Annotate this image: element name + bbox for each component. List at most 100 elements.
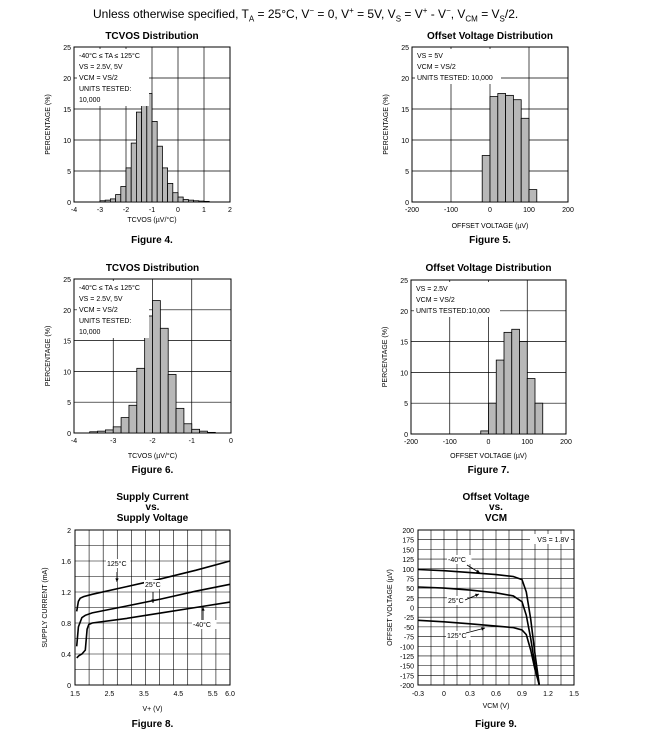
fig6-ytick: 20 (63, 308, 71, 315)
fig8-annotation-bg (144, 580, 165, 589)
fig4-bar-12 (161, 167, 168, 203)
fig4-bar-6 (130, 142, 137, 203)
fig4-bar-2 (110, 198, 117, 203)
fig5-ytick: 20 (401, 76, 409, 83)
fig6-bar-5 (128, 404, 138, 434)
fig6-bar-11 (175, 407, 185, 434)
fig5-ylabel: PERCENTAGE (%) (383, 94, 390, 155)
fig6-bar-13 (191, 428, 200, 434)
fig5-xtick: 200 (562, 207, 574, 214)
fig9-arrowhead (476, 569, 480, 573)
fig5-ytick: 0 (405, 200, 409, 207)
fig9-ytick: -175 (400, 673, 414, 680)
fig4-bar-13 (167, 182, 174, 203)
fig4-legend-line-1: VS = 2.5V, 5V (79, 64, 123, 71)
fig7-legend-box (414, 282, 500, 317)
fig5-legend-line-0: VS = 5V (417, 53, 443, 60)
fig9-arrowhead (475, 593, 479, 597)
fig4-xtick: 0 (176, 207, 180, 214)
fig6-xtick: -2 (149, 438, 155, 445)
fig5-bar-1 (489, 96, 499, 203)
fig5-bar-2 (497, 93, 506, 203)
fig8-caption: Figure 8. (132, 719, 174, 730)
fig9-ytick: 0 (410, 606, 414, 613)
fig4-bar-17 (187, 199, 194, 203)
fig6-bar-15 (207, 431, 216, 434)
fig8-arrowhead (201, 607, 205, 611)
fig9-annotation-2: 125°C (447, 632, 467, 640)
fig7-ytick: 5 (404, 401, 408, 408)
fig6-bar-10 (167, 374, 177, 434)
fig9-title-line-1: vs. (489, 502, 503, 513)
fig5-xtick: 100 (523, 207, 535, 214)
fig5-xtick: -100 (444, 207, 458, 214)
fig6-bar-3 (112, 426, 122, 434)
fig9-ytick: 100 (402, 567, 414, 574)
fig9-annotation-1: 25°C (448, 597, 464, 605)
fig6-ytick: 25 (63, 277, 71, 284)
fig9-xtick: 1.2 (543, 691, 553, 698)
fig4-ylabel: PERCENTAGE (%) (45, 94, 52, 155)
fig5-bar-5 (520, 117, 530, 203)
fig7-bar-6 (526, 378, 536, 435)
fig6-ytick: 10 (63, 369, 71, 376)
fig6-ylabel: PERCENTAGE (%) (45, 326, 52, 387)
fig6-ytick: 15 (63, 339, 71, 346)
fig5-title: Offset Voltage Distribution (427, 31, 553, 42)
fig4-bar-0 (99, 200, 106, 203)
fig8-xtick: 3.5 (139, 691, 149, 698)
fig6-bar-9 (159, 327, 169, 434)
fig9-ytick: 125 (402, 557, 414, 564)
fig6-bar-14 (199, 430, 208, 434)
fig6-bar-8 (152, 300, 161, 434)
fig4-xtick: -4 (71, 207, 77, 214)
fig9-series-0 (417, 568, 541, 686)
fig6-legend-line-3: UNITS TESTED: (79, 318, 131, 325)
fig8-title-line-0: Supply Current (116, 492, 189, 503)
fig4-ytick: 15 (63, 107, 71, 114)
fig4-legend-line-4: 10,000 (79, 97, 101, 104)
fig7-ytick: 0 (404, 432, 408, 439)
fig7-xtick: 0 (487, 439, 491, 446)
fig5-ytick: 15 (401, 107, 409, 114)
fig9-ytick: 75 (406, 576, 414, 583)
fig7-chart: Offset Voltage Distribution VS = 2.5V VCM … (382, 263, 572, 476)
fig4-xtick: -1 (149, 207, 155, 214)
fig7-ytick: 20 (400, 309, 408, 316)
fig9-ytick: 50 (406, 586, 414, 593)
fig7-ytick: 25 (400, 278, 408, 285)
fig4-bar-7 (135, 111, 142, 203)
fig7-xtick: -200 (404, 439, 418, 446)
fig7-xtick: 200 (560, 439, 572, 446)
fig8-annotation-1: 25°C (145, 581, 161, 589)
fig5-legend-box (415, 49, 501, 84)
fig7-bar-0 (480, 430, 489, 435)
fig4-title: TCVOS Distribution (105, 31, 198, 42)
fig4-xtick: 1 (202, 207, 206, 214)
fig8-annotation-bg (192, 620, 217, 629)
fig8-annotation-2: -40°C (193, 621, 211, 629)
fig4-bar-19 (198, 200, 205, 203)
fig4-legend-line-3: UNITS TESTED: (79, 86, 131, 93)
fig9-series-1 (417, 586, 541, 686)
fig6-xtick: -3 (110, 438, 116, 445)
fig5-caption: Figure 5. (469, 235, 511, 246)
fig8-ytick: 1.6 (61, 559, 71, 566)
fig7-bar-5 (519, 341, 528, 435)
fig4-bar-16 (182, 199, 189, 203)
fig4-bar-1 (104, 199, 111, 203)
fig7-ytick: 10 (400, 370, 408, 377)
fig8-ytick: 1.2 (61, 590, 71, 597)
fig9-title-line-0: Offset Voltage (462, 492, 529, 503)
fig4-bar-18 (193, 200, 200, 203)
fig9-vs-box (530, 534, 571, 544)
fig9-xtick: 0.9 (517, 691, 527, 698)
fig8-xtick: 1.5 (70, 691, 80, 698)
fig9-xtick: 0 (442, 691, 446, 698)
page-header: Unless otherwise specified, TA = 25°C, V… (93, 6, 519, 24)
fig4-bar-5 (125, 167, 132, 203)
fig7-legend-line-1: VCM = VS/2 (416, 297, 455, 304)
fig6-xlabel: TCVOS (µV/°C) (128, 452, 177, 460)
fig8-xtick: 4.5 (173, 691, 183, 698)
